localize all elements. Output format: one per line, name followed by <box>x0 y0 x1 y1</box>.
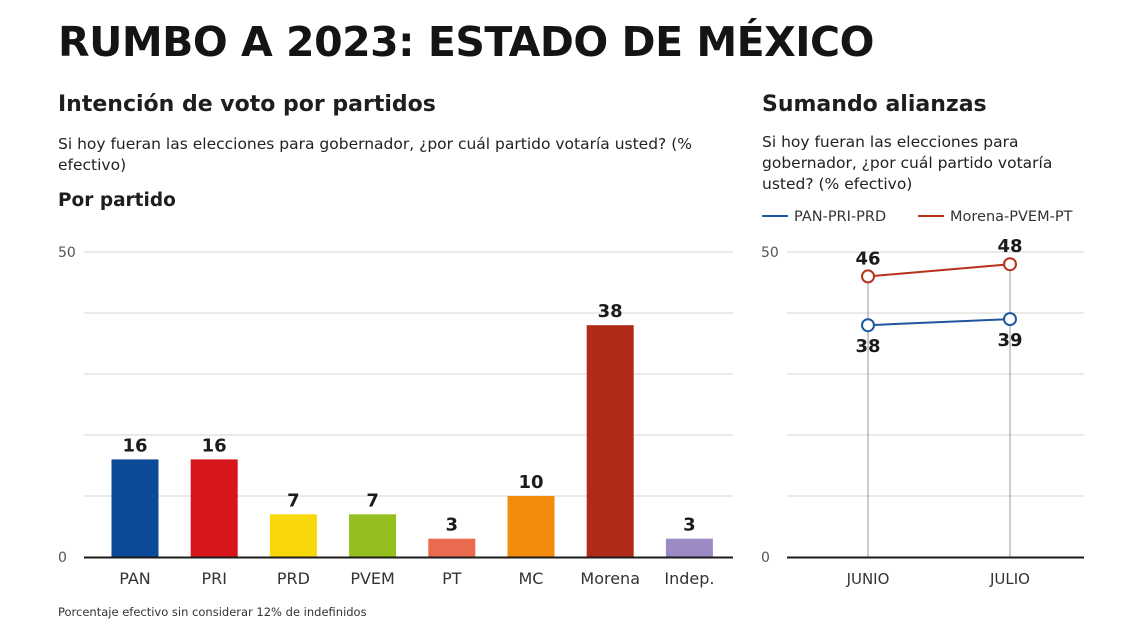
bar-value-label: 16 <box>122 435 147 456</box>
bar-pan <box>111 459 159 557</box>
legend-label: PAN-PRI-PRD <box>794 209 886 225</box>
series-point <box>861 318 875 333</box>
bar-category-label: PAN <box>119 569 151 588</box>
bar-value-label: 7 <box>287 490 300 511</box>
legend-label: Morena-PVEM-PT <box>950 209 1073 225</box>
bar-mc <box>507 496 555 557</box>
left-panel-title: Intención de voto por partidos <box>58 92 436 117</box>
series-point <box>1003 312 1017 327</box>
bar-chart-y-tick-label: 50 <box>58 245 76 261</box>
bar-category-label: Indep. <box>664 569 714 588</box>
main-title: RUMBO A 2023: ESTADO DE MÉXICO <box>58 18 874 66</box>
bar-category-label: PRI <box>201 569 226 588</box>
right-panel-title: Sumando alianzas <box>762 92 987 117</box>
bar-pvem <box>349 514 397 557</box>
line-chart-x-label: JUNIO <box>846 570 890 588</box>
bar-category-label: MC <box>519 569 544 588</box>
bar-value-label: 16 <box>202 435 227 456</box>
right-panel-question: Si hoy fueran las elecciones para gobern… <box>762 133 1053 193</box>
bar-value-label: 10 <box>518 472 543 493</box>
bar-pri <box>190 459 238 557</box>
bar-value-label: 7 <box>366 490 379 511</box>
left-panel-section-label: Por partido <box>58 190 176 211</box>
series-value-label: 48 <box>997 236 1022 257</box>
line-chart-x-label: JULIO <box>989 570 1030 588</box>
bar-chart-y-tick-label: 0 <box>58 550 67 566</box>
line-chart-y-tick-label: 0 <box>761 550 770 566</box>
bar-value-label: 38 <box>598 301 623 322</box>
series-value-label: 46 <box>855 248 880 269</box>
series-line <box>867 318 1011 327</box>
series-point <box>861 269 875 284</box>
footnote: Porcentaje efectivo sin considerar 12% d… <box>58 605 367 619</box>
bar-category-label: Morena <box>580 569 640 588</box>
left-panel-question: Si hoy fueran las elecciones para gobern… <box>58 135 692 174</box>
bar-value-label: 3 <box>446 515 459 536</box>
series-point <box>1003 257 1017 272</box>
bar-morena <box>586 325 634 557</box>
bar-pt <box>428 538 476 557</box>
bar-indep <box>665 538 713 557</box>
line-chart-y-tick-label: 50 <box>761 245 779 261</box>
bar-category-label: PVEM <box>350 569 395 588</box>
bar-category-label: PRD <box>277 569 310 588</box>
bar-prd <box>269 514 317 557</box>
series-value-label: 38 <box>855 336 880 357</box>
series-value-label: 39 <box>997 330 1022 351</box>
bar-value-label: 3 <box>683 515 696 536</box>
bar-category-label: PT <box>442 569 462 588</box>
series-line <box>867 263 1011 278</box>
